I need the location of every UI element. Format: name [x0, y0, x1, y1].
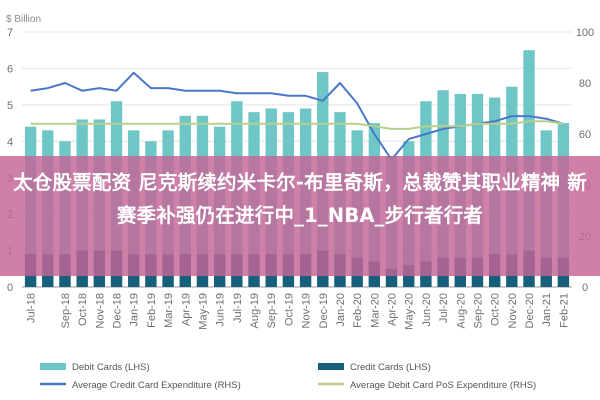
x-tick-label: Mar-20 [369, 293, 381, 328]
right-tick-label: 100 [576, 27, 594, 39]
x-tick-label: Sep-19 [266, 293, 278, 328]
x-axis-ticks: Jul-18 Sep-18 Oct-18 Nov-18 Dec-18 Jan-19 Feb-… [26, 293, 571, 330]
legend-label: Average Credit Card Expenditure (RHS) [72, 380, 241, 391]
x-tick-label: Dec-20 [524, 293, 536, 328]
x-tick-label: Jul-20 [438, 293, 450, 323]
x-tick-label: Nov-18 [94, 293, 106, 328]
x-tick-label: Apr-20 [387, 293, 399, 326]
left-tick-label: 4 [7, 136, 13, 148]
x-tick-label: Oct-20 [490, 293, 502, 326]
left-tick-label: 0 [7, 282, 13, 294]
legend-label: Credit Cards (LHS) [350, 362, 431, 373]
x-tick-label: Aug-20 [455, 293, 467, 328]
x-tick-label: Feb-21 [558, 293, 570, 328]
x-tick-label: May-19 [197, 293, 209, 330]
left-tick-label: 5 [7, 100, 13, 112]
x-tick-label: Aug-19 [249, 293, 261, 328]
credit-bar [385, 268, 398, 287]
left-axis-unit-label: $ Billion [6, 14, 41, 25]
x-tick-label: Jul-18 [26, 293, 38, 323]
x-tick-label: Jun-19 [215, 293, 227, 327]
avg-debit-pos-expenditure-line [30, 120, 564, 130]
x-tick-label: Sep-20 [472, 293, 484, 328]
x-tick-label: May-20 [404, 293, 416, 330]
legend-swatch [40, 363, 66, 370]
x-tick-label: Jan-21 [541, 293, 553, 327]
credit-bar [403, 265, 415, 287]
avg-credit-expenditure-line [30, 71, 564, 161]
x-tick-label: Oct-18 [77, 293, 89, 326]
legend-label: Debit Cards (LHS) [72, 362, 150, 373]
x-tick-label: Mar-19 [163, 293, 175, 328]
legend-label: Average Debit Card PoS Expenditure (RHS) [350, 380, 536, 391]
legend: Debit Cards (LHS) Credit Cards (LHS) Avera… [40, 362, 536, 391]
x-tick-label: Apr-19 [180, 293, 192, 326]
banner-headline: 太仓股票配资 尼克斯续约米卡尔-布里奇斯，总裁赞其职业精神 新赛季补强仍在进行中… [13, 171, 587, 227]
legend-swatch [318, 363, 344, 370]
x-tick-label: Jan-19 [129, 293, 141, 327]
x-tick-label: Nov-20 [507, 293, 519, 328]
x-tick-label: Feb-19 [146, 293, 158, 328]
x-tick-label: Jan-20 [335, 293, 347, 327]
x-tick-label: Nov-19 [301, 293, 313, 328]
right-tick-label: 0 [582, 282, 588, 294]
x-tick-label: Dec-18 [112, 293, 124, 328]
x-tick-label: Sep-18 [60, 293, 72, 328]
x-tick-label: Dec-19 [318, 293, 330, 328]
x-tick-label: Oct-19 [283, 293, 295, 326]
x-tick-label: Jun-20 [421, 293, 433, 327]
x-tick-label: Feb-20 [352, 293, 364, 328]
left-tick-label: 7 [7, 27, 13, 39]
overlay-banner: 太仓股票配资 尼克斯续约米卡尔-布里奇斯，总裁赞其职业精神 新赛季补强仍在进行中… [0, 156, 600, 276]
right-tick-label: 80 [579, 78, 591, 90]
left-tick-label: 6 [7, 63, 13, 75]
expenditure-lines [30, 71, 564, 161]
right-tick-label: 60 [579, 129, 591, 141]
x-tick-label: Jul-19 [232, 293, 244, 323]
